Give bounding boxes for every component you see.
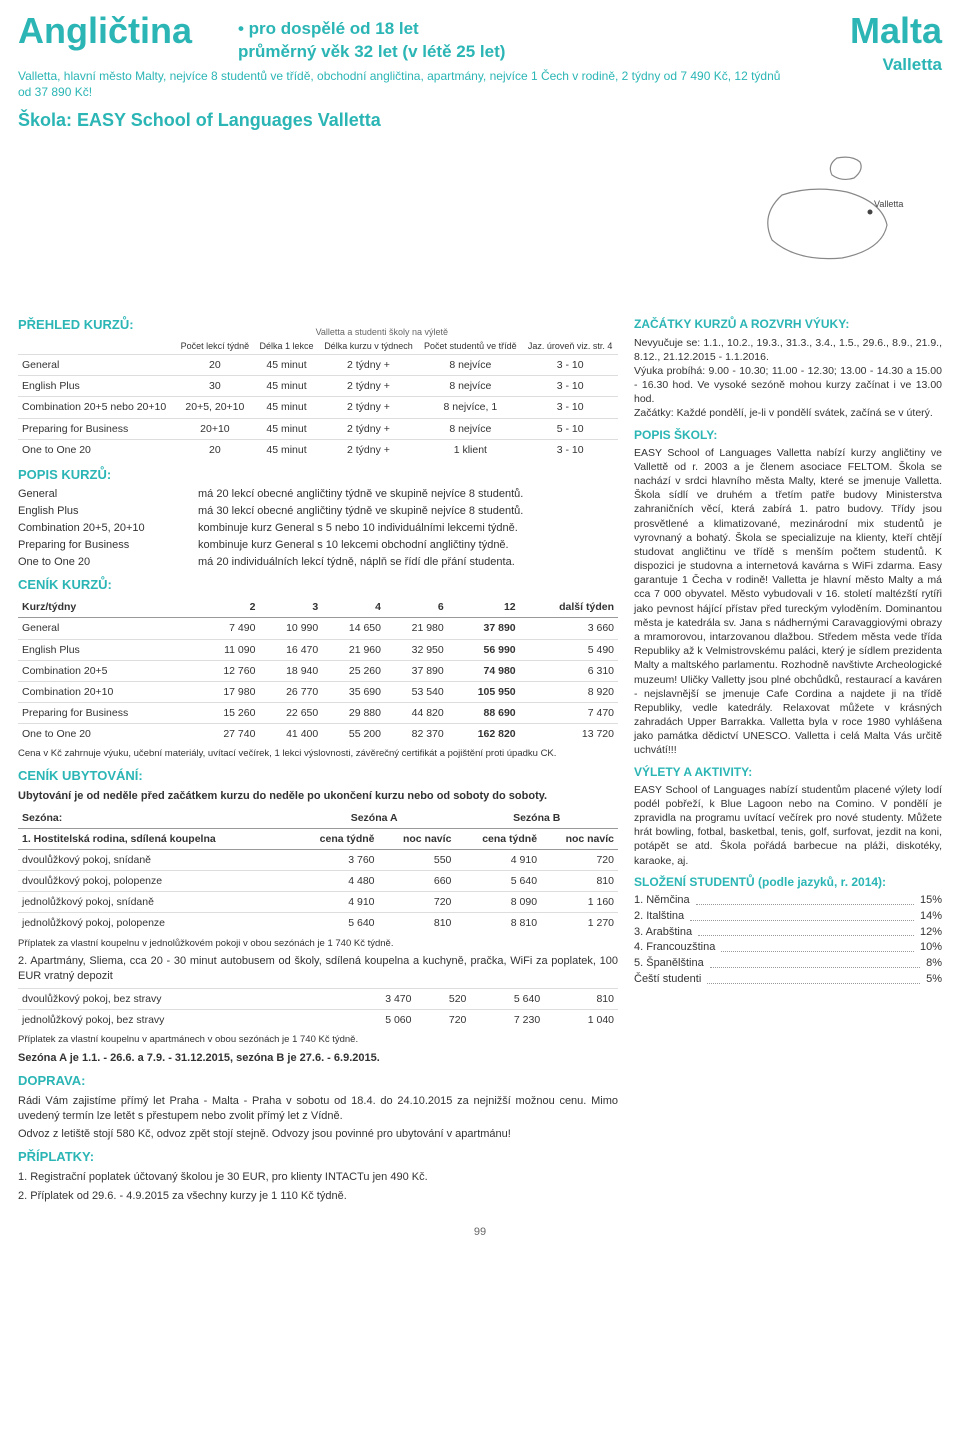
ubyt-intro: Ubytování je od neděle před začátkem kur… [18, 789, 618, 804]
student-composition-list: 1. Němčina15%2. Italština14%3. Arabština… [634, 893, 942, 987]
popis-skoly-title: POPIS ŠKOLY: [634, 427, 942, 443]
malta-map-icon: Valletta [742, 150, 912, 270]
list-item: One to One 20má 20 individuálních lekcí … [18, 555, 618, 570]
table-row: jednolůžkový pokoj, polopenze5 6408108 8… [18, 913, 618, 934]
title-city: Valletta [782, 54, 942, 77]
list-item: Generalmá 20 lekcí obecné angličtiny týd… [18, 487, 618, 502]
price-table: Kurz/týdny234612další týden General7 490… [18, 597, 618, 744]
vyuka-probih: Výuka probíhá: 9.00 - 10.30; 11.00 - 12.… [634, 364, 942, 407]
popis-skoly-body: EASY School of Languages Valletta nabízí… [634, 446, 942, 758]
list-item: Čeští studenti5% [634, 972, 942, 987]
vylety-title: VÝLETY A AKTIVITY: [634, 764, 942, 780]
list-item: 4. Francouzština10% [634, 940, 942, 955]
ubyt-note1: Příplatek za vlastní koupelnu v jednolůž… [18, 938, 618, 951]
map-city-label: Valletta [874, 199, 903, 209]
table-row: English Plus11 09016 47021 96032 95056 9… [18, 639, 618, 660]
ubyt-sub2: 2. Apartmány, Sliema, cca 20 - 30 minut … [18, 954, 618, 984]
surcharges-list: 1. Registrační poplatek účtovaný školou … [18, 1170, 618, 1204]
table-row: Preparing for Business20+1045 minut2 týd… [18, 418, 618, 439]
header-description: Valletta, hlavní město Malty, nejvíce 8 … [18, 68, 782, 100]
doprava-title: DOPRAVA: [18, 1072, 618, 1090]
table-row: General7 49010 99014 65021 98037 8903 66… [18, 618, 618, 639]
zacatky-text: Začátky: Každé pondělí, je-li v pondělí … [634, 406, 942, 420]
table-row: One to One 202045 minut2 týdny +1 klient… [18, 439, 618, 460]
list-item: 2. Italština14% [634, 909, 942, 924]
title-country: Malta [782, 12, 942, 50]
vylety-body: EASY School of Languages nabízí studentů… [634, 783, 942, 868]
courses-overview-table: Počet lekcí týdněDélka 1 lekceDélka kurz… [18, 338, 618, 460]
map-area: Valletta [18, 140, 942, 290]
list-item: 3. Arabština12% [634, 925, 942, 940]
table-row: English Plus3045 minut2 týdny +8 nejvíce… [18, 376, 618, 397]
prehled-title: PŘEHLED KURZŮ: [18, 316, 134, 334]
page-header: Angličtina • pro dospělé od 18 let průmě… [18, 12, 942, 132]
table-row: Combination 20+1017 98026 77035 69053 54… [18, 681, 618, 702]
list-item: 2. Příplatek od 29.6. - 4.9.2015 za všec… [18, 1189, 618, 1204]
accommodation-table-1: Sezóna: Sezóna A Sezóna B 1. Hostitelská… [18, 808, 618, 934]
doprava-body: Rádi Vám zajistíme přímý let Praha - Mal… [18, 1094, 618, 1124]
table-row: Combination 20+5 nebo 20+1020+5, 20+1045… [18, 397, 618, 418]
list-item: 1. Němčina15% [634, 893, 942, 908]
prehled-caption: Valletta a studenti školy na výletě [146, 326, 618, 338]
table-row: jednolůžkový pokoj, bez stravy5 0607207 … [18, 1010, 618, 1031]
list-item: Preparing for Businesskombinuje kurz Gen… [18, 538, 618, 553]
table-row: Preparing for Business15 26022 65029 880… [18, 703, 618, 724]
table-row: General2045 minut2 týdny +8 nejvíce3 - 1… [18, 355, 618, 376]
list-item: Combination 20+5, 20+10kombinuje kurz Ge… [18, 521, 618, 536]
priplatky-title: PŘÍPLATKY: [18, 1148, 618, 1166]
table-row: dvoulůžkový pokoj, snídaně3 7605504 9107… [18, 849, 618, 870]
popis-title: POPIS KURZŮ: [18, 466, 618, 484]
school-name: Škola: EASY School of Languages Valletta [18, 108, 782, 132]
doprava-body2: Odvoz z letiště stojí 580 Kč, odvoz zpět… [18, 1127, 618, 1142]
table-row: jednolůžkový pokoj, snídaně4 9107208 090… [18, 892, 618, 913]
page-number: 99 [18, 1225, 942, 1240]
zacatky-title: ZAČÁTKY KURZŮ A ROZVRH VÝUKY: [634, 316, 942, 332]
list-item: English Plusmá 30 lekcí obecné angličtin… [18, 504, 618, 519]
list-item: 1. Registrační poplatek účtovaný školou … [18, 1170, 618, 1185]
list-item: 5. Španělština8% [634, 956, 942, 971]
header-tagline: • pro dospělé od 18 let průměrný věk 32 … [238, 18, 782, 64]
ubyt-note2: Příplatek za vlastní koupelnu v apartmán… [18, 1034, 618, 1047]
table-row: One to One 2027 74041 40055 20082 370162… [18, 724, 618, 745]
table-row: dvoulůžkový pokoj, bez stravy3 4705205 6… [18, 989, 618, 1010]
nevyucuje: Nevyučuje se: 1.1., 10.2., 19.3., 31.3.,… [634, 336, 942, 364]
accommodation-table-2: dvoulůžkový pokoj, bez stravy3 4705205 6… [18, 988, 618, 1030]
table-row: dvoulůžkový pokoj, polopenze4 4806605 64… [18, 871, 618, 892]
course-descriptions: Generalmá 20 lekcí obecné angličtiny týd… [18, 487, 618, 569]
table-row: Combination 20+512 76018 94025 26037 890… [18, 660, 618, 681]
ubytovani-title: CENÍK UBYTOVÁNÍ: [18, 767, 618, 785]
price-note: Cena v Kč zahrnuje výuku, učební materiá… [18, 748, 618, 761]
cenik-title: CENÍK KURZŮ: [18, 576, 618, 594]
slozeni-title: SLOŽENÍ STUDENTŮ (podle jazyků, r. 2014)… [634, 874, 942, 890]
ubyt-seasons: Sezóna A je 1.1. - 26.6. a 7.9. - 31.12.… [18, 1051, 618, 1066]
